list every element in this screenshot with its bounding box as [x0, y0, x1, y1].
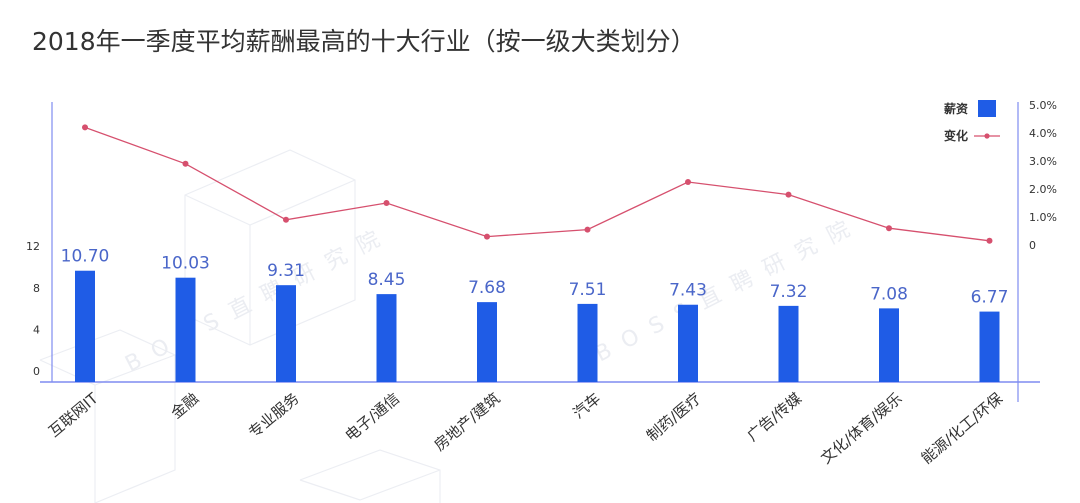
change-line	[84, 126, 990, 242]
bar	[75, 270, 95, 382]
x-tick-label: 互联网IT	[45, 389, 102, 441]
change-point	[182, 160, 189, 167]
right-y-tick-label: 0	[1029, 239, 1036, 252]
bar-data-label: 7.51	[569, 280, 607, 300]
bar-data-label: 7.43	[669, 281, 707, 301]
legend-swatch-change-marker	[984, 133, 990, 139]
bar	[477, 302, 497, 382]
right-y-tick-label: 3.0%	[1029, 155, 1057, 168]
bar-data-labels: 10.70 10.03 9.31 8.45 7.68 7.51 7.43 7.32 7.08 6.…	[61, 247, 1009, 308]
bar	[879, 308, 899, 382]
x-tick-label: 金融	[168, 389, 203, 422]
bar	[778, 305, 799, 382]
change-point	[383, 200, 390, 206]
bar-data-label: 10.03	[161, 254, 210, 274]
bar	[276, 285, 296, 382]
change-point	[986, 237, 993, 244]
bar-data-label: 8.45	[368, 270, 406, 290]
x-axis-category-labels: 互联网IT 金融 专业服务 电子/通信 房地产/建筑 汽车 制药/医疗 广告/传媒 文化/体育/…	[45, 389, 1006, 468]
bar-data-label: 9.31	[267, 261, 305, 281]
watermark-text-2: BOSS直聘研究院	[591, 211, 866, 368]
change-point	[685, 179, 691, 185]
x-tick-label: 能源/化工/环保	[918, 389, 1006, 467]
x-tick-label: 电子/通信	[342, 389, 403, 445]
change-point	[886, 225, 892, 232]
right-y-tick-label: 2.0%	[1029, 183, 1057, 196]
bar	[175, 277, 196, 382]
bar-series	[75, 270, 1000, 382]
legend-label-change: 变化	[944, 128, 968, 143]
right-y-tick-label: 5.0%	[1029, 99, 1057, 112]
left-y-tick-labels: 0 4 8 12	[26, 240, 40, 378]
bar-data-label: 7.08	[870, 284, 908, 304]
legend-swatch-salary	[978, 100, 996, 117]
left-y-tick-label: 12	[26, 240, 40, 253]
left-y-tick-label: 4	[33, 323, 40, 336]
change-point	[484, 233, 490, 240]
bar	[678, 304, 698, 382]
x-tick-label: 制药/医疗	[643, 389, 704, 445]
line-series	[82, 124, 993, 244]
change-point	[283, 216, 289, 223]
right-y-tick-label: 4.0%	[1029, 127, 1057, 140]
watermark-layer: BOSS直聘研究院 BOSS直聘研究院	[39, 149, 866, 503]
legend-label-salary: 薪资	[944, 101, 968, 116]
bar	[376, 294, 397, 382]
change-point	[82, 124, 88, 131]
x-tick-label: 专业服务	[245, 389, 303, 441]
bar-data-label: 7.68	[468, 278, 506, 298]
change-point	[584, 226, 591, 233]
bar-data-label: 6.77	[971, 288, 1009, 308]
right-y-tick-labels: 0 1.0% 2.0% 3.0% 4.0% 5.0%	[1029, 99, 1057, 252]
x-tick-label: 广告/传媒	[744, 389, 805, 445]
x-tick-label: 房地产/建筑	[431, 389, 504, 454]
legend: 薪资 变化	[944, 100, 1000, 143]
bar-data-label: 10.70	[61, 247, 110, 267]
left-y-tick-label: 0	[33, 365, 40, 378]
change-point	[785, 191, 792, 198]
bar-data-label: 7.32	[770, 282, 808, 302]
left-y-tick-label: 8	[33, 282, 40, 295]
chart-title: 2018年一季度平均薪酬最高的十大行业（按一级大类划分）	[32, 27, 696, 56]
bar	[979, 311, 1000, 382]
right-y-tick-label: 1.0%	[1029, 211, 1057, 224]
x-tick-label: 汽车	[570, 389, 605, 422]
x-tick-label: 文化/体育/娱乐	[817, 389, 905, 467]
bar	[577, 303, 598, 382]
